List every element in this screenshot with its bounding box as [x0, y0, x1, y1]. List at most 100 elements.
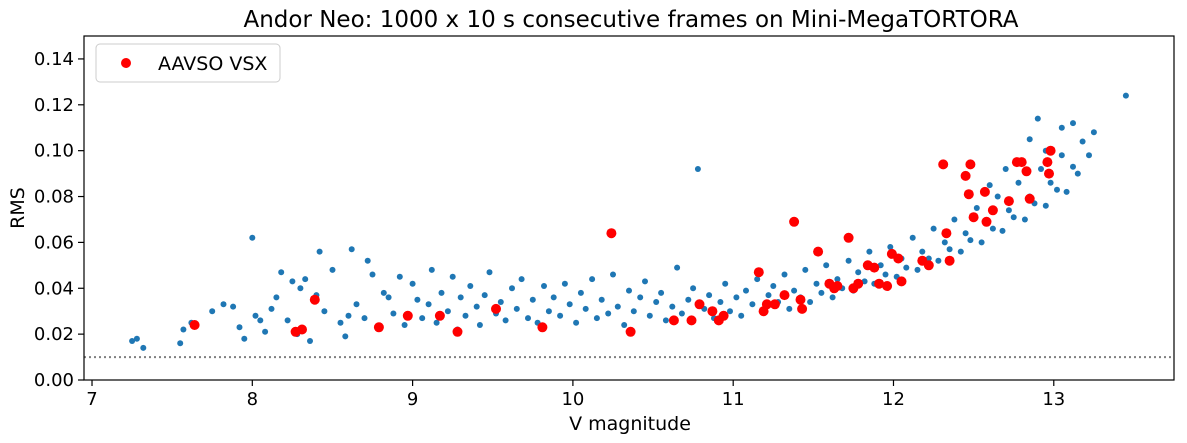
field-star-point [658, 289, 665, 296]
field-star-point [236, 324, 243, 331]
vsx-point [797, 303, 808, 314]
vsx-point [753, 267, 764, 278]
x-tick-label: 13 [1042, 389, 1065, 410]
field-star-point [525, 315, 531, 322]
field-star-point [1034, 115, 1041, 122]
legend-box [95, 43, 281, 83]
vsx-point [944, 255, 955, 266]
field-star-point [605, 310, 612, 317]
field-star-point [1054, 186, 1060, 193]
field-star-point [743, 287, 749, 294]
field-star-point [278, 269, 285, 276]
field-star-point [914, 266, 921, 273]
vsx-series [189, 145, 1056, 337]
field-star-point [321, 308, 328, 315]
vsx-point [893, 253, 904, 264]
y-axis-label: RMS [7, 187, 29, 229]
vsx-point [882, 281, 893, 291]
field-star-point [462, 312, 469, 319]
field-star-point [678, 310, 685, 317]
field-star-point [646, 312, 653, 319]
vsx-point [537, 322, 548, 333]
field-star-point [220, 301, 227, 308]
field-star-point [1010, 214, 1017, 221]
vsx-point [923, 260, 934, 271]
legend: AAVSO VSX [95, 43, 281, 83]
vsx-point [452, 326, 463, 337]
y-tick-label: 0.00 [34, 370, 74, 391]
field-star-point [486, 269, 493, 276]
vsx-point [789, 216, 800, 227]
field-star-point [813, 280, 820, 287]
x-tick-label: 12 [882, 389, 905, 410]
field-star-point [241, 335, 248, 342]
field-star-point [637, 294, 644, 301]
x-tick-label: 7 [86, 389, 97, 410]
field-star-point [823, 262, 830, 269]
vsx-point [1044, 168, 1054, 179]
field-star-point [690, 285, 697, 292]
field-star-point [882, 271, 889, 278]
y-tick-label: 0.14 [34, 49, 74, 70]
field-star-point [642, 278, 648, 285]
field-star-point [284, 317, 291, 324]
field-star-point [829, 294, 836, 301]
field-star-point [369, 271, 376, 278]
field-star-point [722, 280, 729, 287]
field-star-point [289, 278, 296, 285]
field-star-point [557, 312, 564, 319]
field-star-point [887, 244, 894, 250]
field-star-point [573, 319, 580, 326]
vsx-point [1021, 166, 1032, 177]
vsx-point [941, 228, 952, 239]
vsx-point [853, 278, 864, 289]
field-star-point [978, 239, 985, 246]
vsx-point [686, 315, 697, 326]
field-star-point [396, 273, 403, 280]
vsx-point [938, 159, 949, 170]
y-tick-label: 0.06 [34, 232, 74, 253]
vsx-point [668, 315, 679, 326]
field-star-point [935, 257, 942, 264]
field-star-point [449, 273, 456, 280]
vsx-point [981, 216, 992, 227]
field-star-point [1074, 170, 1081, 177]
field-star-point [1026, 136, 1033, 143]
x-axis-label: V magnitude [569, 413, 691, 435]
vsx-point [779, 290, 790, 301]
field-star-point [273, 294, 280, 301]
field-star-point [765, 292, 772, 299]
field-star-point [786, 305, 793, 312]
vsx-point [968, 212, 979, 223]
field-star-point [967, 237, 974, 244]
field-star-point [749, 301, 756, 308]
field-star-point [807, 299, 814, 305]
field-star-point [307, 338, 313, 344]
vsx-point [795, 294, 806, 305]
field-star-point [957, 248, 964, 255]
field-star-point [541, 283, 547, 289]
vsx-point [309, 294, 320, 305]
field-star-point [419, 315, 426, 322]
field-star-point [409, 280, 416, 287]
field-star-point [502, 317, 509, 324]
x-tick-label: 8 [247, 389, 258, 410]
field-star-point [457, 294, 464, 301]
y-tick-label: 0.04 [34, 278, 74, 299]
field-star-point [433, 319, 440, 326]
vsx-point [761, 299, 772, 310]
vsx-point [1024, 193, 1035, 204]
y-tick-label: 0.02 [34, 324, 74, 345]
vsx-point [1003, 196, 1014, 207]
field-star-point [337, 319, 344, 326]
field-star-point [1058, 124, 1065, 131]
field-star-point [770, 283, 777, 289]
field-star-point [230, 303, 237, 310]
field-star-point [262, 328, 269, 335]
field-star-point [845, 257, 852, 264]
field-star-point [802, 266, 809, 273]
field-star-point [1063, 188, 1070, 195]
field-star-point [621, 322, 628, 328]
x-tick-label: 9 [407, 389, 418, 410]
